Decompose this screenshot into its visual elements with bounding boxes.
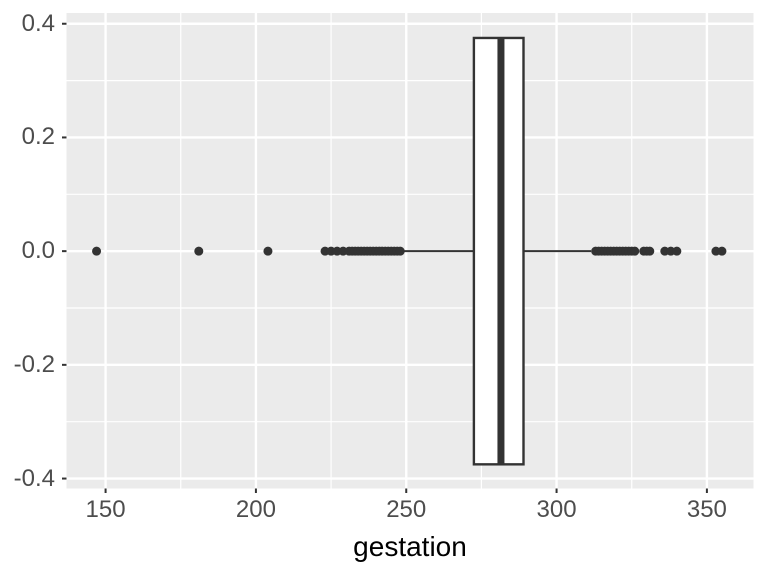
outlier-point	[672, 246, 682, 256]
x-tick-label: 200	[235, 496, 276, 523]
outlier-point	[645, 246, 655, 256]
y-tick-label: -0.2	[13, 350, 55, 378]
y-tick-label: 0.4	[21, 9, 55, 37]
y-tick-label: -0.4	[13, 464, 55, 492]
outlier-point	[717, 246, 727, 256]
outlier-point	[194, 246, 204, 256]
outlier-point	[263, 246, 273, 256]
x-axis-title: gestation	[353, 531, 467, 562]
x-tick-label: 250	[386, 496, 427, 523]
y-tick-label: 0.2	[21, 123, 55, 151]
outlier-point	[395, 246, 405, 256]
outlier-point	[630, 246, 640, 256]
x-tick-label: 150	[85, 496, 126, 523]
y-tick-label: 0.0	[21, 237, 55, 265]
x-tick-label: 300	[536, 496, 577, 523]
median-line	[497, 37, 505, 465]
outlier-point	[92, 246, 102, 256]
x-tick-label: 350	[686, 496, 727, 523]
